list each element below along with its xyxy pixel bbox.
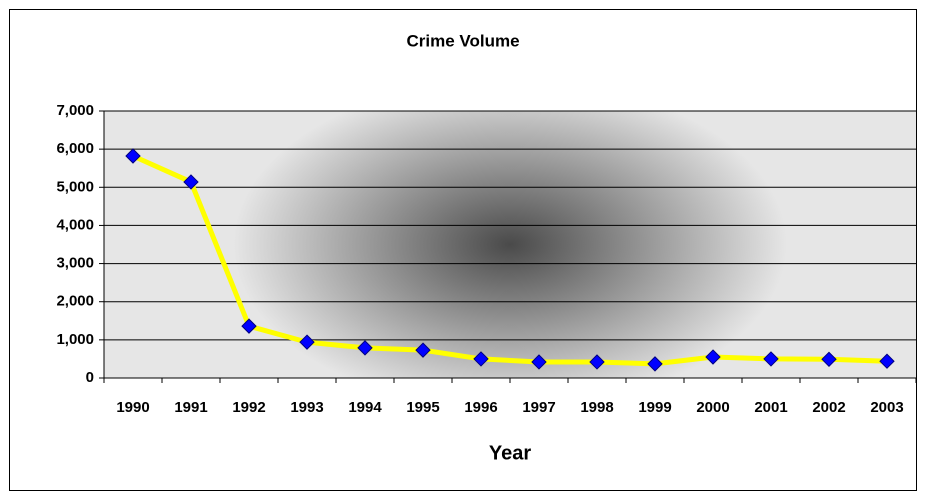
data-line xyxy=(131,153,888,367)
y-tick-label: 3,000 xyxy=(56,255,94,272)
y-tick-label: 1,000 xyxy=(56,331,94,348)
x-tick-label: 1991 xyxy=(174,399,207,416)
x-tick-label: 1999 xyxy=(638,399,671,416)
y-tick-label: 2,000 xyxy=(56,293,94,310)
data-marker xyxy=(183,174,199,190)
y-tick-label: 7,000 xyxy=(56,102,94,119)
data-marker xyxy=(531,354,547,370)
data-marker xyxy=(357,340,373,356)
chart-title: Crime Volume xyxy=(406,31,519,50)
x-tick-label: 1997 xyxy=(522,399,555,416)
data-marker xyxy=(763,351,779,367)
data-marker xyxy=(241,318,257,334)
data-marker xyxy=(473,351,489,367)
data-marker xyxy=(125,148,141,164)
x-tick-label: 1993 xyxy=(290,399,323,416)
x-tick-label: 1990 xyxy=(116,399,149,416)
x-tick-label: 1996 xyxy=(464,399,497,416)
y-tick-label: 0 xyxy=(86,369,94,386)
x-tick-label: 1994 xyxy=(348,399,382,416)
x-tick-label: 2001 xyxy=(754,399,787,416)
x-tick-label: 1998 xyxy=(580,399,613,416)
data-marker xyxy=(705,349,721,365)
x-tick-label: 1992 xyxy=(232,399,265,416)
x-axis-title: Year xyxy=(489,442,531,464)
x-tick-label: 2000 xyxy=(696,399,729,416)
x-tick-label: 2002 xyxy=(812,399,845,416)
x-tick-label: 2003 xyxy=(870,399,903,416)
plot-area xyxy=(104,111,916,378)
y-tick-label: 6,000 xyxy=(56,140,94,157)
y-tick-label: 4,000 xyxy=(56,216,94,233)
data-marker xyxy=(589,354,605,370)
data-marker xyxy=(821,351,837,368)
data-marker xyxy=(299,334,315,350)
x-tick-label: 1995 xyxy=(406,399,439,416)
data-marker xyxy=(415,342,431,358)
data-marker xyxy=(647,356,663,372)
y-tick-label: 5,000 xyxy=(56,178,94,195)
data-marker xyxy=(879,353,895,369)
